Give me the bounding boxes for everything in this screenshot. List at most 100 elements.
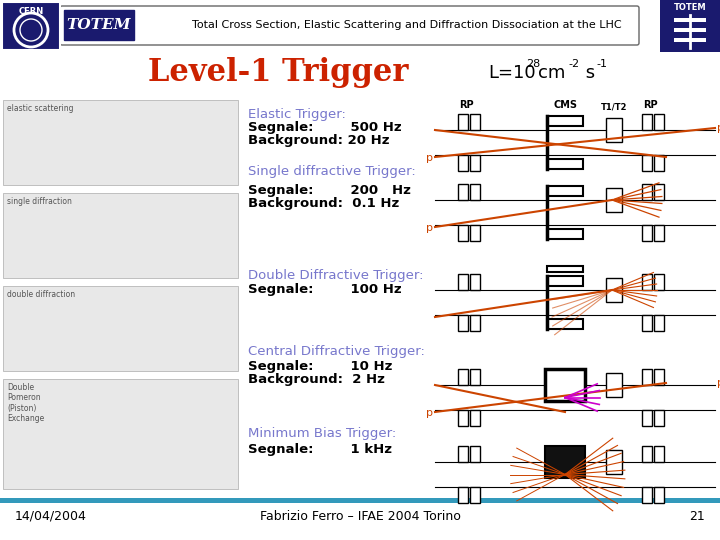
Bar	[458, 410, 468, 426]
Bar	[470, 446, 480, 462]
Bar	[674, 18, 706, 22]
Bar	[458, 369, 468, 385]
Bar	[674, 28, 706, 32]
Bar	[3, 379, 238, 489]
Bar	[458, 487, 468, 503]
Text: Segnale:        500 Hz: Segnale: 500 Hz	[248, 121, 402, 134]
Text: Central Diffractive Trigger:: Central Diffractive Trigger:	[248, 345, 425, 358]
Text: elastic scattering: elastic scattering	[7, 104, 73, 113]
Bar	[642, 446, 652, 462]
Bar	[654, 369, 664, 385]
Bar	[642, 225, 652, 241]
Bar	[547, 186, 583, 196]
Bar	[642, 410, 652, 426]
Bar	[470, 410, 480, 426]
Text: CERN: CERN	[19, 8, 44, 17]
Bar	[654, 410, 664, 426]
Text: Level-1 Trigger: Level-1 Trigger	[148, 57, 408, 89]
Text: Single diffractive Trigger:: Single diffractive Trigger:	[248, 165, 415, 178]
Text: p: p	[426, 408, 433, 418]
Bar	[547, 266, 583, 272]
Bar	[458, 155, 468, 171]
Text: Total Cross Section, Elastic Scattering and Diffraction Dissociation at the LHC: Total Cross Section, Elastic Scattering …	[192, 20, 622, 30]
Bar	[470, 369, 480, 385]
Bar	[547, 229, 583, 239]
Bar	[654, 155, 664, 171]
Text: Minimum Bias Trigger:: Minimum Bias Trigger:	[248, 427, 396, 440]
Text: TOTEM: TOTEM	[67, 18, 131, 32]
Text: T1/T2: T1/T2	[600, 103, 627, 112]
Bar	[654, 184, 664, 200]
Bar	[654, 446, 664, 462]
Bar	[642, 184, 652, 200]
Bar	[642, 369, 652, 385]
Bar	[3, 100, 238, 185]
Bar	[64, 10, 134, 40]
Text: Background:  2 Hz: Background: 2 Hz	[248, 373, 385, 386]
Text: p: p	[717, 378, 720, 388]
Bar	[458, 274, 468, 290]
Text: 21: 21	[689, 510, 705, 523]
Text: RP: RP	[643, 100, 657, 110]
Bar	[470, 184, 480, 200]
Bar	[642, 315, 652, 331]
Text: p: p	[426, 153, 433, 163]
Text: Segnale:        100 Hz: Segnale: 100 Hz	[248, 283, 402, 296]
Bar	[470, 114, 480, 130]
Bar	[674, 38, 706, 42]
Bar	[654, 315, 664, 331]
Text: Double Diffractive Trigger:: Double Diffractive Trigger:	[248, 269, 423, 282]
Bar	[642, 155, 652, 171]
Bar	[470, 274, 480, 290]
Bar	[470, 225, 480, 241]
Bar	[545, 446, 585, 478]
Text: TOTEM: TOTEM	[674, 3, 706, 12]
Text: s: s	[580, 64, 595, 82]
Text: p: p	[717, 123, 720, 133]
Bar	[458, 446, 468, 462]
Text: Background: 20 Hz: Background: 20 Hz	[248, 134, 390, 147]
Bar	[458, 114, 468, 130]
Text: single diffraction: single diffraction	[7, 197, 72, 206]
Text: L=10: L=10	[488, 64, 536, 82]
Bar	[606, 450, 622, 474]
Bar	[654, 274, 664, 290]
Bar	[606, 373, 622, 397]
Bar	[458, 225, 468, 241]
Bar	[547, 319, 583, 329]
Bar	[642, 274, 652, 290]
Bar	[0, 498, 720, 503]
Bar	[458, 184, 468, 200]
Bar	[547, 159, 583, 169]
Bar	[547, 276, 583, 286]
Text: -1: -1	[596, 59, 607, 69]
Bar	[547, 116, 583, 126]
Bar	[642, 487, 652, 503]
Text: Fabrizio Ferro – IFAE 2004 Torino: Fabrizio Ferro – IFAE 2004 Torino	[260, 510, 460, 523]
FancyBboxPatch shape	[60, 6, 639, 45]
Text: cm: cm	[538, 64, 565, 82]
Bar	[606, 118, 622, 142]
Text: 14/04/2004: 14/04/2004	[15, 510, 87, 523]
Text: 28: 28	[526, 59, 540, 69]
Bar	[660, 0, 720, 52]
Text: Segnale:        1 kHz: Segnale: 1 kHz	[248, 443, 392, 456]
Bar	[654, 487, 664, 503]
Bar	[470, 487, 480, 503]
Bar	[3, 286, 238, 371]
Text: RP: RP	[459, 100, 473, 110]
Bar	[642, 114, 652, 130]
Text: Segnale:        10 Hz: Segnale: 10 Hz	[248, 360, 392, 373]
Bar	[458, 315, 468, 331]
Text: Elastic Trigger:: Elastic Trigger:	[248, 108, 346, 121]
Bar	[470, 155, 480, 171]
Bar	[654, 114, 664, 130]
Text: Double
Pomeron
(Piston)
Exchange: Double Pomeron (Piston) Exchange	[7, 383, 44, 423]
Bar	[606, 188, 622, 212]
Text: Segnale:        200   Hz: Segnale: 200 Hz	[248, 184, 411, 197]
Text: CMS: CMS	[553, 100, 577, 110]
Text: Background:  0.1 Hz: Background: 0.1 Hz	[248, 197, 400, 210]
Bar	[654, 225, 664, 241]
Bar	[606, 278, 622, 302]
Text: double diffraction: double diffraction	[7, 290, 75, 299]
